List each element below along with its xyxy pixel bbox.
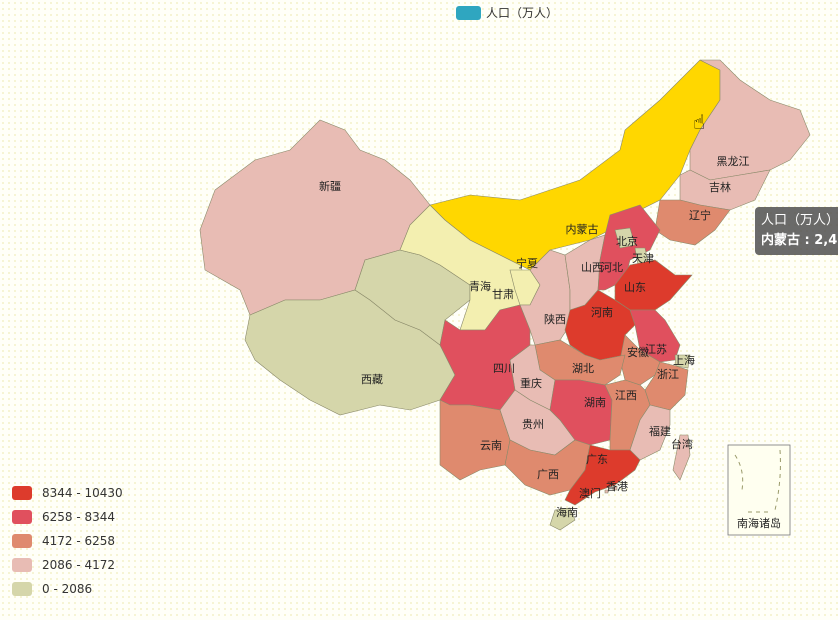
visual-map-swatch — [12, 486, 32, 500]
province-label: 福建 — [649, 424, 671, 438]
province-label: 香港 — [606, 480, 628, 493]
series-legend[interactable]: 人口（万人） — [456, 4, 558, 21]
province-label: 河北 — [601, 261, 623, 274]
visual-map-item[interactable]: 4172 - 6258 — [12, 529, 123, 553]
inset-label: 南海诸岛 — [737, 516, 781, 530]
legend-swatch — [456, 5, 481, 20]
province-label: 北京 — [616, 234, 638, 248]
province-label: 宁夏 — [516, 256, 538, 270]
province-label: 广东 — [586, 453, 608, 466]
south-china-sea-inset — [727, 444, 791, 536]
visual-map-swatch — [12, 582, 32, 596]
province-广东[interactable] — [564, 444, 641, 506]
province-上海[interactable] — [674, 354, 691, 369]
tooltip-content: 内蒙古 : 2,47 — [761, 233, 838, 248]
tooltip-title: 人口（万人） — [761, 213, 838, 228]
tooltip: 人口（万人） 内蒙古 : 2,47 — [755, 207, 838, 255]
province-label: 贵州 — [522, 418, 544, 431]
province-label: 湖南 — [584, 396, 606, 409]
province-label: 海南 — [556, 505, 578, 519]
province-label: 辽宁 — [689, 208, 711, 222]
province-北京[interactable] — [614, 227, 636, 249]
visual-map-item[interactable]: 2086 - 4172 — [12, 553, 123, 577]
province-河北[interactable] — [597, 204, 661, 291]
nine-dash-line — [734, 449, 781, 513]
province-label: 江苏 — [645, 343, 667, 356]
province-海南[interactable] — [549, 507, 576, 531]
visual-map-swatch — [12, 558, 32, 572]
province-label: 青海 — [469, 279, 491, 293]
province-湖南[interactable] — [549, 379, 613, 446]
province-label: 四川 — [493, 362, 515, 375]
visual-map-item[interactable]: 8344 - 10430 — [12, 481, 123, 505]
hand-cursor-icon: ☝ — [693, 110, 706, 134]
province-label: 黑龙江 — [717, 155, 750, 168]
visual-map-label: 8344 - 10430 — [42, 486, 123, 500]
visual-map-item[interactable]: 6258 - 8344 — [12, 505, 123, 529]
province-label: 天津 — [632, 252, 654, 265]
visual-map-label: 4172 - 6258 — [42, 534, 116, 548]
province-label: 上海 — [673, 353, 695, 367]
province-label: 山东 — [624, 281, 646, 294]
visual-map-label: 2086 - 4172 — [42, 558, 116, 572]
visual-map-item[interactable]: 0 - 2086 — [12, 577, 123, 601]
province-label: 湖北 — [572, 362, 594, 375]
province-label: 新疆 — [319, 179, 341, 193]
province-香港[interactable] — [612, 485, 618, 491]
province-label: 台湾 — [671, 437, 693, 451]
province-label: 广西 — [537, 468, 559, 481]
province-label: 内蒙古 — [566, 222, 599, 236]
province-label: 山西 — [581, 261, 603, 274]
province-辽宁[interactable] — [654, 199, 731, 246]
legend-label: 人口（万人） — [486, 6, 559, 20]
province-台湾[interactable] — [672, 434, 691, 481]
province-label: 甘肃 — [492, 288, 514, 301]
province-江苏[interactable] — [629, 309, 681, 363]
visual-map-label: 0 - 2086 — [42, 582, 93, 596]
visual-map-label: 6258 - 8344 — [42, 510, 116, 524]
province-label: 澳门 — [579, 486, 601, 500]
province-label: 吉林 — [709, 180, 731, 194]
province-label: 陕西 — [544, 312, 566, 326]
province-label: 重庆 — [520, 376, 542, 390]
visual-map-swatch — [12, 534, 32, 548]
province-label: 河南 — [591, 306, 613, 319]
province-吉林[interactable] — [679, 169, 771, 211]
visual-map: 8344 - 10430 6258 - 8344 4172 - 6258 208… — [12, 481, 123, 601]
province-label: 安徽 — [627, 345, 649, 359]
province-福建[interactable] — [629, 404, 671, 461]
province-label: 西藏 — [361, 373, 383, 386]
province-label: 云南 — [480, 439, 502, 452]
province-label: 浙江 — [657, 368, 679, 381]
province-澳门[interactable] — [604, 489, 609, 494]
province-内蒙古[interactable] — [429, 59, 721, 271]
province-label: 江西 — [615, 389, 637, 402]
visual-map-swatch — [12, 510, 32, 524]
